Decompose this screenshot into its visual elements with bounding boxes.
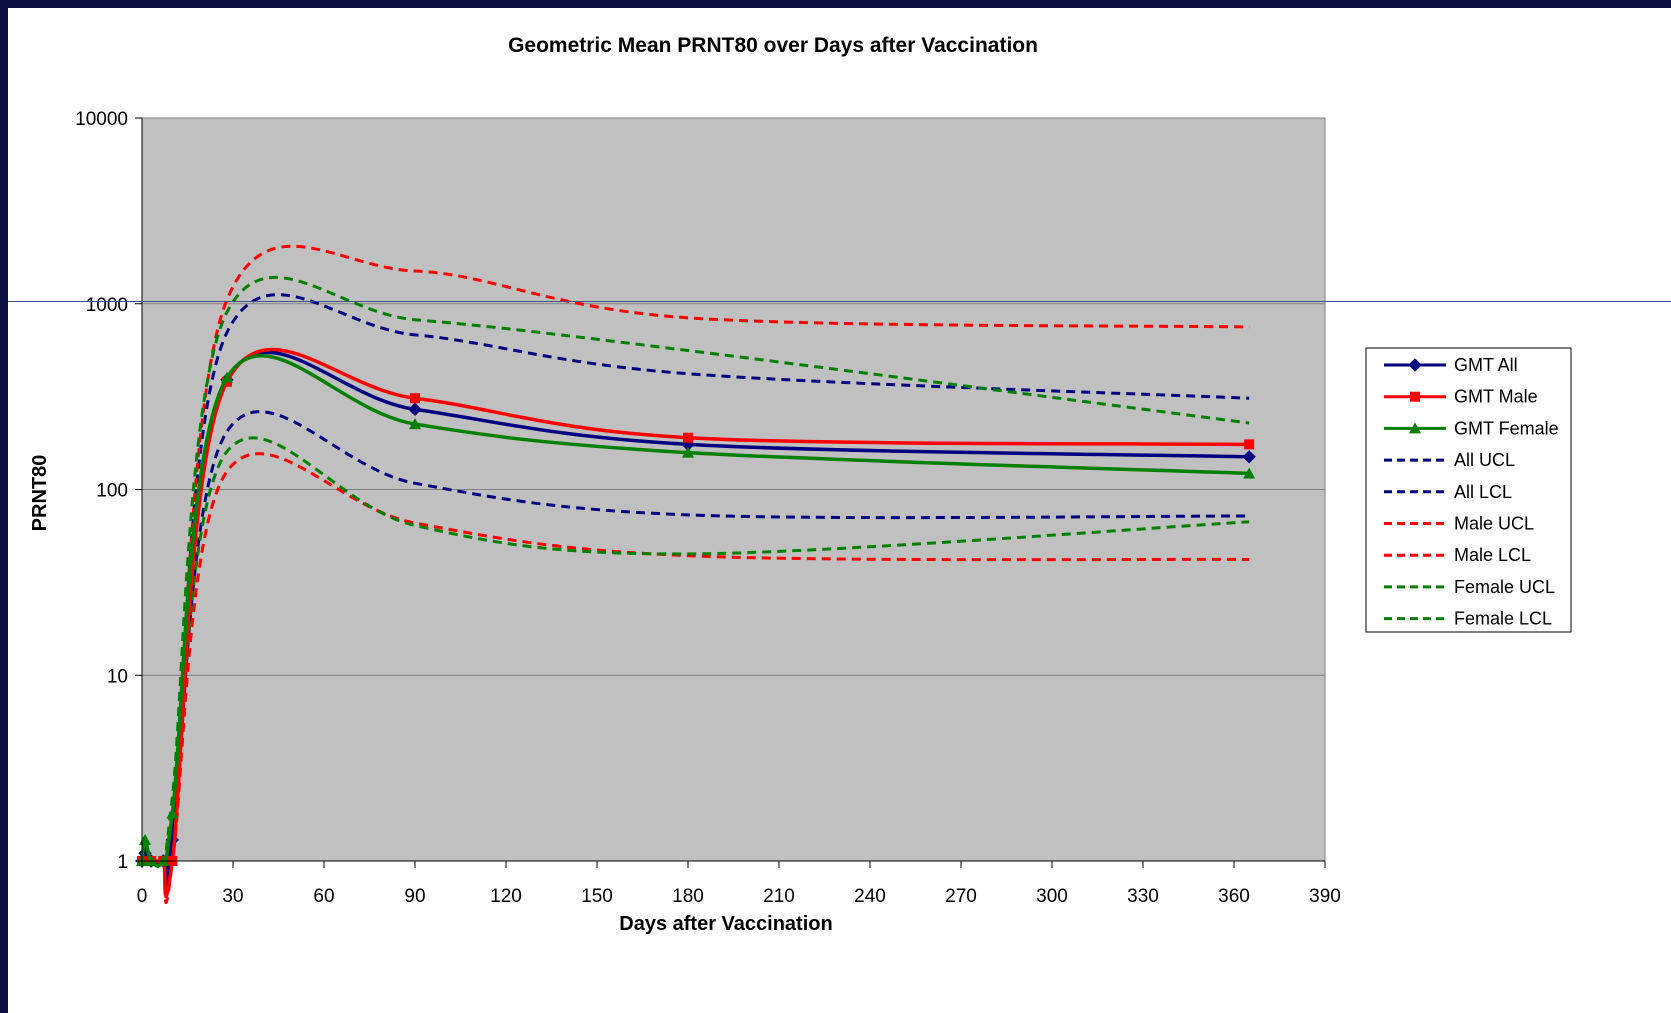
y-tick-label: 10 [107, 666, 128, 687]
data-point-gmt-all [1242, 450, 1256, 464]
x-tick-label: 120 [490, 886, 522, 907]
y-tick-label: 10000 [75, 109, 128, 130]
legend-label-male-ucl: Male UCL [1454, 514, 1534, 534]
data-point-gmt-male [683, 432, 693, 443]
y-tick-label: 100 [96, 481, 128, 502]
x-tick-label: 180 [672, 886, 704, 907]
x-tick-label: 240 [854, 886, 886, 907]
data-point-gmt-female [1243, 467, 1256, 479]
legend-marker-gmt-all [1408, 358, 1422, 372]
y-tick-label: 1000 [86, 295, 128, 316]
x-tick-label: 300 [1036, 886, 1068, 907]
x-tick-label: 210 [763, 886, 795, 907]
x-tick-label: 0 [137, 886, 148, 907]
data-point-gmt-male [410, 393, 420, 404]
chart-frame: Geometric Mean PRNT80 over Days after Va… [8, 8, 1671, 1013]
y-tick-label: 1 [117, 852, 128, 873]
x-tick-label: 150 [581, 886, 613, 907]
y-axis-title: PRNT80 [29, 455, 51, 532]
chart-title: Geometric Mean PRNT80 over Days after Va… [508, 34, 1038, 57]
data-point-gmt-female [220, 371, 233, 383]
divider-line [8, 301, 1671, 302]
x-tick-label: 360 [1218, 886, 1250, 907]
data-point-gmt-female [409, 418, 421, 430]
chart: Geometric Mean PRNT80 over Days after Va… [29, 34, 1572, 935]
legend: GMT All GMT Male GMT Female All UCL All LCL M… [1365, 347, 1572, 633]
legend-label-all-lcl: All LCL [1454, 482, 1512, 502]
data-point-gmt-female [166, 807, 179, 819]
legend-label-all-ucl: All UCL [1454, 450, 1515, 470]
data-point-gmt-female [682, 446, 694, 458]
legend-label-gmt-female: GMT Female [1454, 418, 1559, 438]
x-tick-label: 30 [222, 886, 243, 907]
legend-label-gmt-male: GMT Male [1454, 387, 1538, 407]
data-point-gmt-all [408, 402, 422, 417]
series-line-male-ucl [142, 244, 1250, 904]
series-layer [135, 244, 1256, 904]
x-tick-label: 90 [404, 886, 425, 907]
legend-label-female-ucl: Female UCL [1454, 577, 1555, 597]
data-point-gmt-male [1244, 439, 1255, 450]
legend-label-female-lcl: Female LCL [1454, 609, 1552, 629]
x-axis-title: Days after Vaccination [619, 913, 832, 935]
legend-marker-gmt-female [1409, 422, 1421, 434]
series-line-male-lcl [142, 452, 1250, 892]
series-line-all-lcl [142, 410, 1250, 889]
x-tick-label: 270 [945, 886, 977, 907]
legend-label-male-lcl: Male LCL [1454, 545, 1531, 565]
legend-marker-gmt-male [1410, 391, 1420, 402]
legend-label-gmt-all: GMT All [1454, 355, 1518, 375]
x-tick-label: 330 [1127, 886, 1159, 907]
x-tick-label: 60 [313, 886, 334, 907]
axes: 1 10 100 1000 10000 0 30 60 90 120 150 180 210 240 270… [75, 109, 1341, 907]
x-tick-label: 390 [1309, 886, 1341, 907]
